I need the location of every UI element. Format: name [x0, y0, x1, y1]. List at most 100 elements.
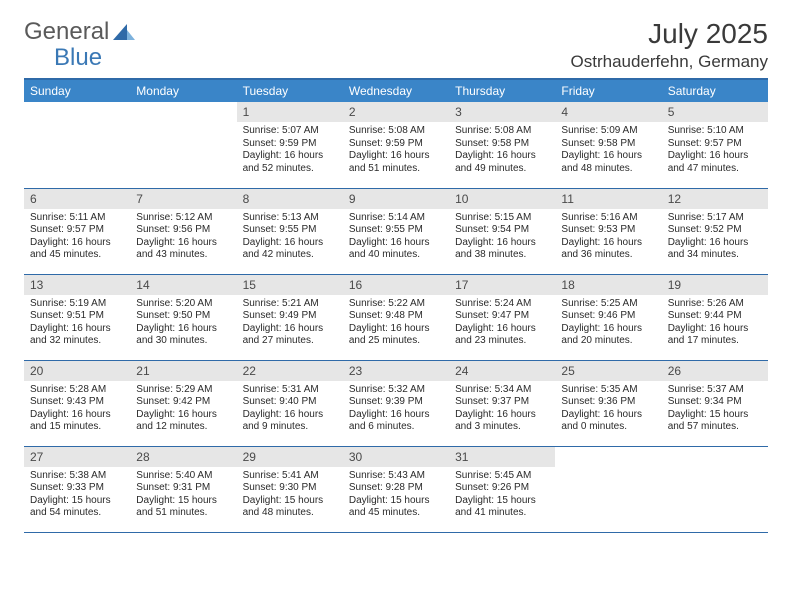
calendar-day-cell: 28Sunrise: 5:40 AMSunset: 9:31 PMDayligh…	[130, 446, 236, 532]
sunset-line: Sunset: 9:26 PM	[455, 482, 549, 495]
weekday-header: Tuesday	[237, 80, 343, 102]
calendar-day-cell: 22Sunrise: 5:31 AMSunset: 9:40 PMDayligh…	[237, 360, 343, 446]
calendar-day-cell: 16Sunrise: 5:22 AMSunset: 9:48 PMDayligh…	[343, 274, 449, 360]
month-title: July 2025	[571, 18, 768, 50]
day-number: 24	[449, 361, 555, 381]
calendar-day-cell: 29Sunrise: 5:41 AMSunset: 9:30 PMDayligh…	[237, 446, 343, 532]
daylight-line: Daylight: 16 hours and 34 minutes.	[668, 237, 762, 262]
day-number: 25	[555, 361, 661, 381]
daylight-line: Daylight: 16 hours and 27 minutes.	[243, 323, 337, 348]
sunrise-line: Sunrise: 5:13 AM	[243, 212, 337, 225]
calendar-week-row: 13Sunrise: 5:19 AMSunset: 9:51 PMDayligh…	[24, 274, 768, 360]
day-number: 19	[662, 275, 768, 295]
day-details: Sunrise: 5:29 AMSunset: 9:42 PMDaylight:…	[130, 381, 236, 438]
day-details: Sunrise: 5:15 AMSunset: 9:54 PMDaylight:…	[449, 209, 555, 266]
day-number: 13	[24, 275, 130, 295]
day-details: Sunrise: 5:37 AMSunset: 9:34 PMDaylight:…	[662, 381, 768, 438]
calendar-day-cell: 2Sunrise: 5:08 AMSunset: 9:59 PMDaylight…	[343, 102, 449, 188]
calendar-day-cell: 10Sunrise: 5:15 AMSunset: 9:54 PMDayligh…	[449, 188, 555, 274]
calendar-thead: SundayMondayTuesdayWednesdayThursdayFrid…	[24, 80, 768, 102]
sunrise-line: Sunrise: 5:41 AM	[243, 470, 337, 483]
day-number: 26	[662, 361, 768, 381]
weekday-header: Wednesday	[343, 80, 449, 102]
day-number: 9	[343, 189, 449, 209]
weekday-header: Monday	[130, 80, 236, 102]
calendar-day-cell: 1Sunrise: 5:07 AMSunset: 9:59 PMDaylight…	[237, 102, 343, 188]
sunrise-line: Sunrise: 5:25 AM	[561, 298, 655, 311]
sunrise-line: Sunrise: 5:17 AM	[668, 212, 762, 225]
sunrise-line: Sunrise: 5:14 AM	[349, 212, 443, 225]
day-number: 5	[662, 102, 768, 122]
sunrise-line: Sunrise: 5:28 AM	[30, 384, 124, 397]
sunrise-line: Sunrise: 5:09 AM	[561, 125, 655, 138]
sunrise-line: Sunrise: 5:34 AM	[455, 384, 549, 397]
sunset-line: Sunset: 9:46 PM	[561, 310, 655, 323]
daylight-line: Daylight: 15 hours and 57 minutes.	[668, 409, 762, 434]
sunset-line: Sunset: 9:52 PM	[668, 224, 762, 237]
day-details: Sunrise: 5:25 AMSunset: 9:46 PMDaylight:…	[555, 295, 661, 352]
day-number: 14	[130, 275, 236, 295]
calendar-day-cell: 4Sunrise: 5:09 AMSunset: 9:58 PMDaylight…	[555, 102, 661, 188]
calendar-day-cell: 7Sunrise: 5:12 AMSunset: 9:56 PMDaylight…	[130, 188, 236, 274]
sunrise-line: Sunrise: 5:40 AM	[136, 470, 230, 483]
calendar-day-cell: 5Sunrise: 5:10 AMSunset: 9:57 PMDaylight…	[662, 102, 768, 188]
sunrise-line: Sunrise: 5:38 AM	[30, 470, 124, 483]
logo-triangle-icon	[113, 24, 135, 40]
daylight-line: Daylight: 16 hours and 20 minutes.	[561, 323, 655, 348]
day-details: Sunrise: 5:16 AMSunset: 9:53 PMDaylight:…	[555, 209, 661, 266]
sunrise-line: Sunrise: 5:43 AM	[349, 470, 443, 483]
calendar-day-cell: 11Sunrise: 5:16 AMSunset: 9:53 PMDayligh…	[555, 188, 661, 274]
daylight-line: Daylight: 16 hours and 47 minutes.	[668, 150, 762, 175]
sunrise-line: Sunrise: 5:37 AM	[668, 384, 762, 397]
daylight-line: Daylight: 15 hours and 48 minutes.	[243, 495, 337, 520]
sunset-line: Sunset: 9:58 PM	[561, 138, 655, 151]
calendar-day-cell: 8Sunrise: 5:13 AMSunset: 9:55 PMDaylight…	[237, 188, 343, 274]
header-row: General Blue July 2025 Ostrhauderfehn, G…	[24, 18, 768, 72]
sunset-line: Sunset: 9:44 PM	[668, 310, 762, 323]
calendar-day-cell: 24Sunrise: 5:34 AMSunset: 9:37 PMDayligh…	[449, 360, 555, 446]
sunset-line: Sunset: 9:58 PM	[455, 138, 549, 151]
sunset-line: Sunset: 9:55 PM	[243, 224, 337, 237]
day-number: 31	[449, 447, 555, 467]
sunset-line: Sunset: 9:49 PM	[243, 310, 337, 323]
calendar-day-cell: 23Sunrise: 5:32 AMSunset: 9:39 PMDayligh…	[343, 360, 449, 446]
day-number: 1	[237, 102, 343, 122]
day-details: Sunrise: 5:09 AMSunset: 9:58 PMDaylight:…	[555, 122, 661, 179]
sunset-line: Sunset: 9:56 PM	[136, 224, 230, 237]
weekday-header: Saturday	[662, 80, 768, 102]
calendar-day-cell: 6Sunrise: 5:11 AMSunset: 9:57 PMDaylight…	[24, 188, 130, 274]
daylight-line: Daylight: 16 hours and 12 minutes.	[136, 409, 230, 434]
calendar-week-row: 6Sunrise: 5:11 AMSunset: 9:57 PMDaylight…	[24, 188, 768, 274]
logo: General Blue	[24, 18, 135, 46]
sunrise-line: Sunrise: 5:15 AM	[455, 212, 549, 225]
day-number: 21	[130, 361, 236, 381]
calendar-day-cell: 9Sunrise: 5:14 AMSunset: 9:55 PMDaylight…	[343, 188, 449, 274]
weekday-header-row: SundayMondayTuesdayWednesdayThursdayFrid…	[24, 80, 768, 102]
daylight-line: Daylight: 16 hours and 3 minutes.	[455, 409, 549, 434]
day-number: 6	[24, 189, 130, 209]
day-number: 18	[555, 275, 661, 295]
daylight-line: Daylight: 16 hours and 17 minutes.	[668, 323, 762, 348]
day-number: 20	[24, 361, 130, 381]
sunrise-line: Sunrise: 5:31 AM	[243, 384, 337, 397]
day-details: Sunrise: 5:32 AMSunset: 9:39 PMDaylight:…	[343, 381, 449, 438]
day-number: 30	[343, 447, 449, 467]
daylight-line: Daylight: 16 hours and 51 minutes.	[349, 150, 443, 175]
calendar-day-cell: 17Sunrise: 5:24 AMSunset: 9:47 PMDayligh…	[449, 274, 555, 360]
sunrise-line: Sunrise: 5:12 AM	[136, 212, 230, 225]
sunset-line: Sunset: 9:43 PM	[30, 396, 124, 409]
sunset-line: Sunset: 9:40 PM	[243, 396, 337, 409]
day-details: Sunrise: 5:10 AMSunset: 9:57 PMDaylight:…	[662, 122, 768, 179]
day-details: Sunrise: 5:21 AMSunset: 9:49 PMDaylight:…	[237, 295, 343, 352]
daylight-line: Daylight: 16 hours and 42 minutes.	[243, 237, 337, 262]
day-number: 3	[449, 102, 555, 122]
day-number: 23	[343, 361, 449, 381]
calendar-week-row: 20 Sunrise: 5:28 AMSunset: 9:43 PM Dayligh…	[24, 360, 768, 446]
sunset-line: Sunset: 9:30 PM	[243, 482, 337, 495]
weekday-header: Friday	[555, 80, 661, 102]
weekday-header: Thursday	[449, 80, 555, 102]
sunrise-line: Sunrise: 5:26 AM	[668, 298, 762, 311]
day-details: Sunrise: 5:13 AMSunset: 9:55 PMDaylight:…	[237, 209, 343, 266]
sunrise-line: Sunrise: 5:11 AM	[30, 212, 124, 225]
calendar-page: General Blue July 2025 Ostrhauderfehn, G…	[0, 0, 792, 533]
